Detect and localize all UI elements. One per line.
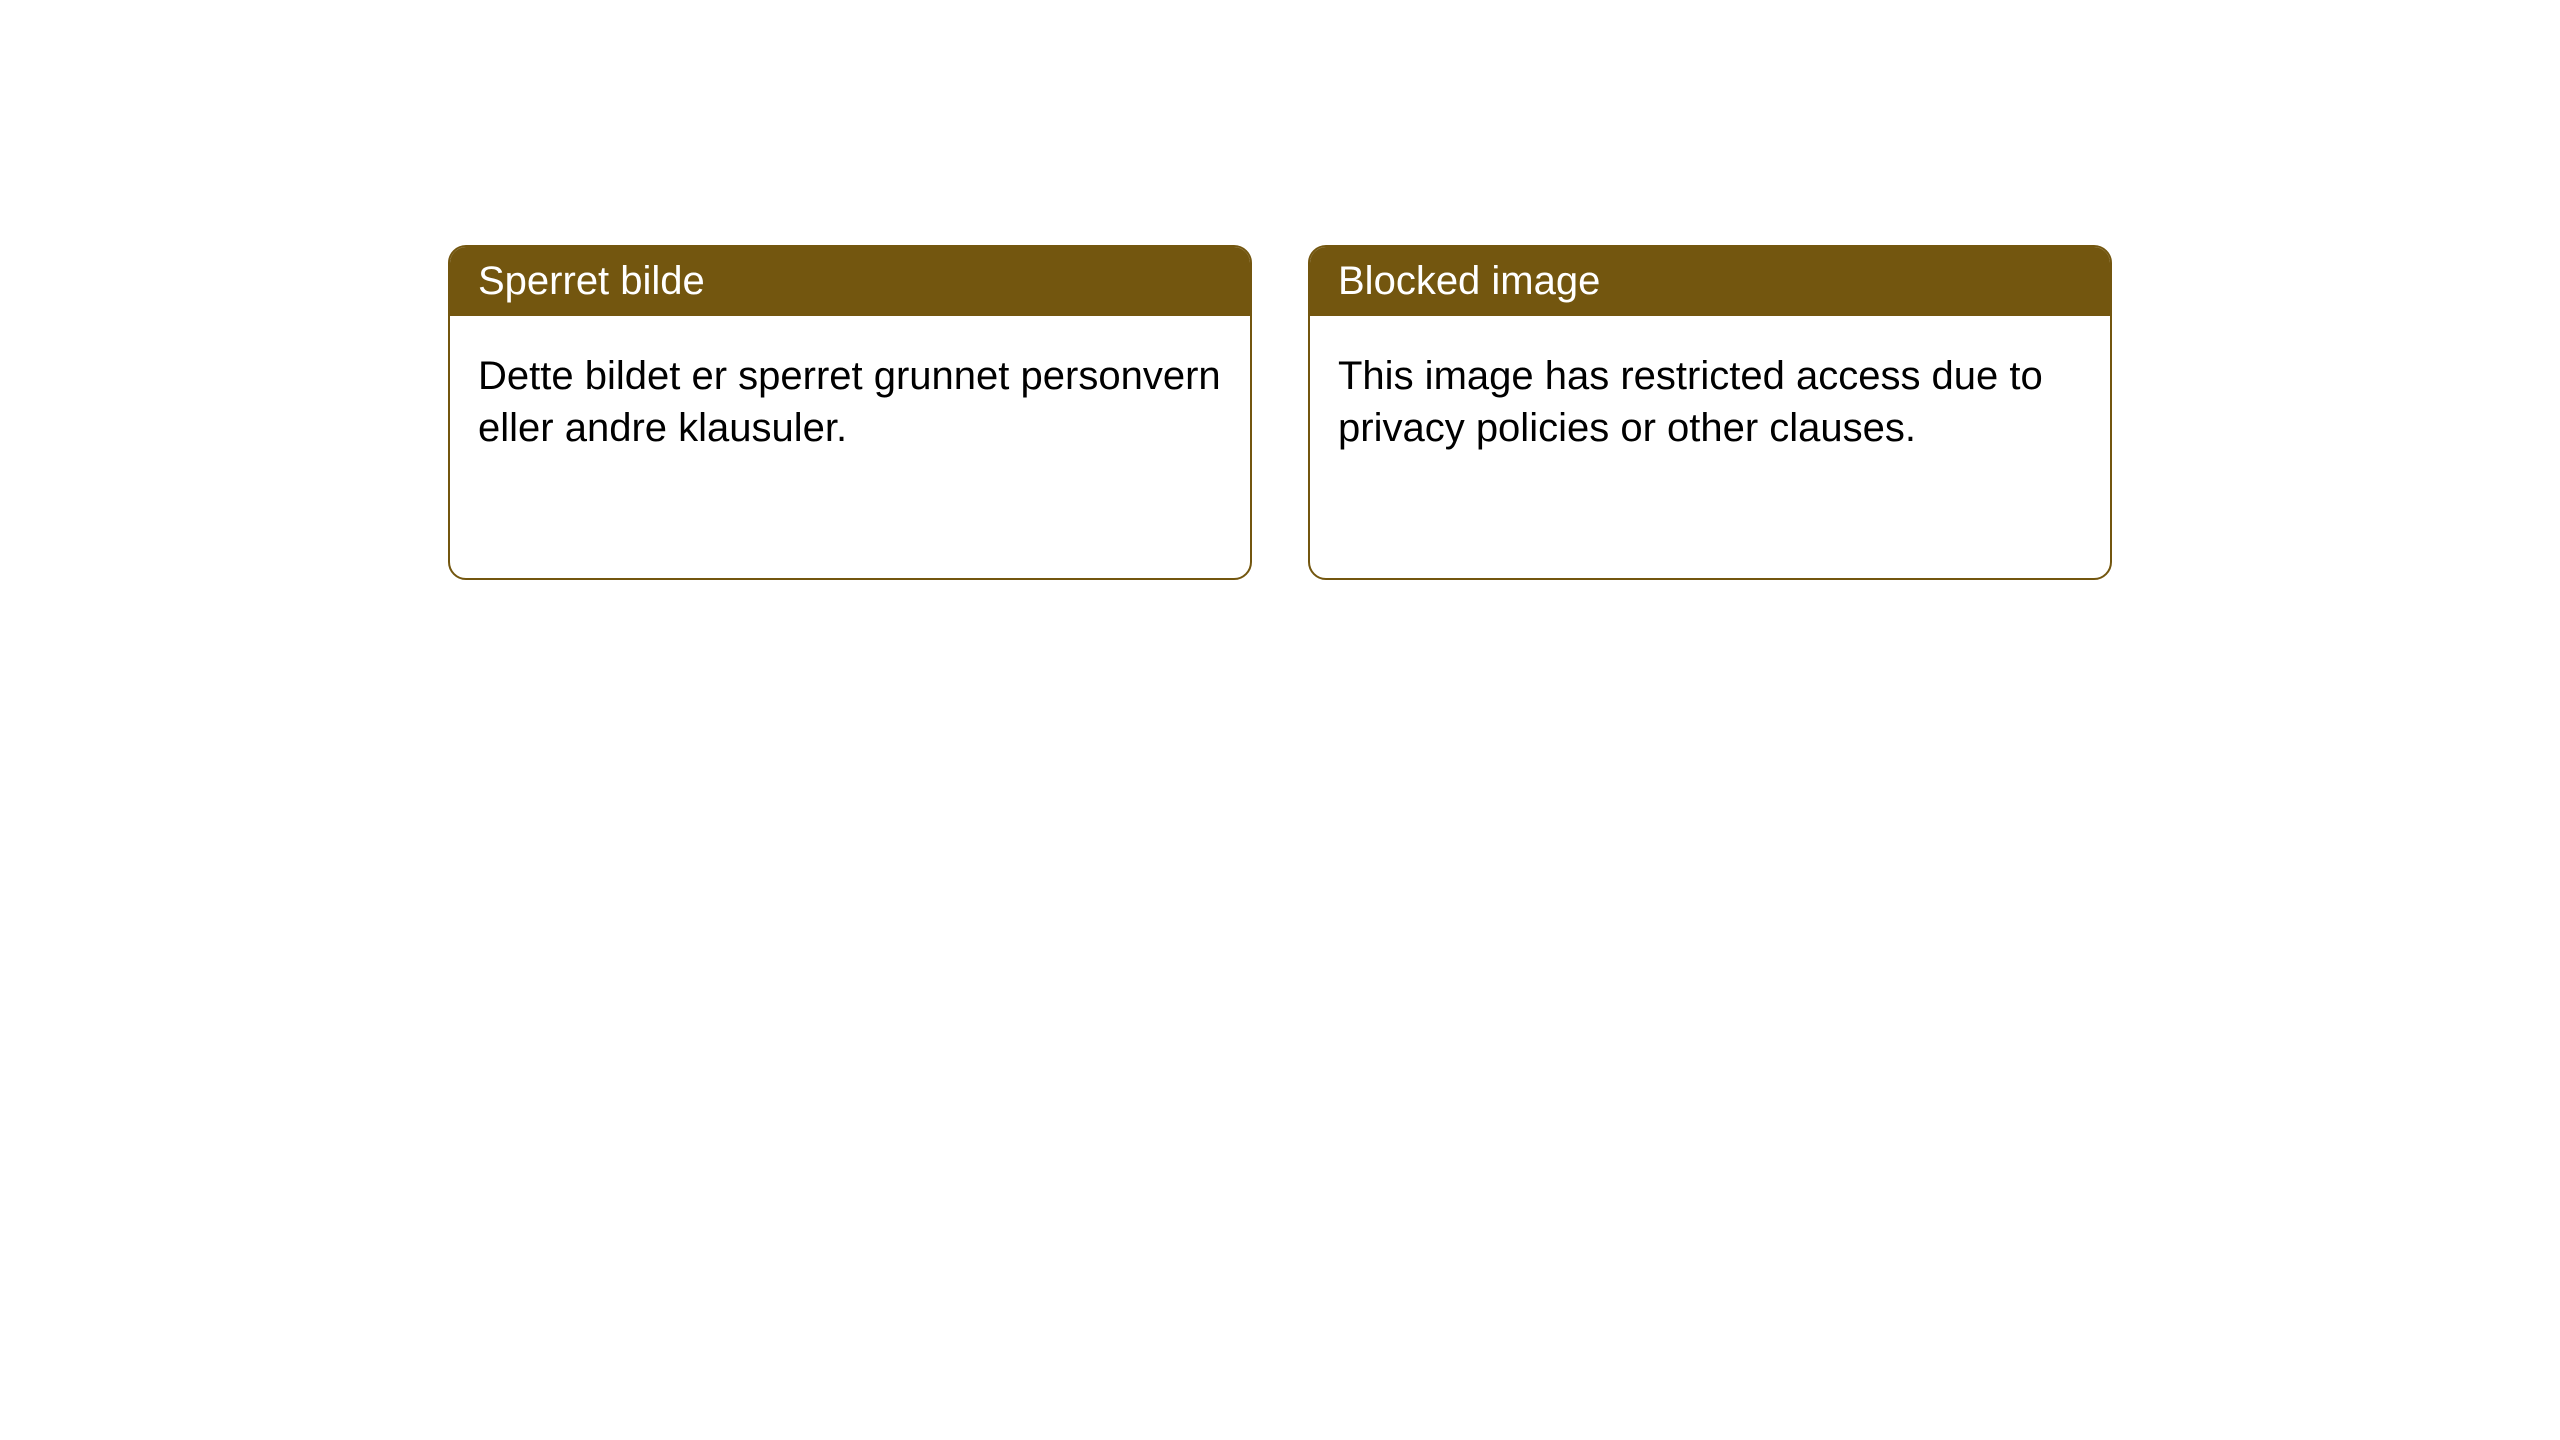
notice-card-english: Blocked image This image has restricted …	[1308, 245, 2112, 580]
notice-header: Blocked image	[1310, 247, 2110, 316]
notice-body: Dette bildet er sperret grunnet personve…	[450, 316, 1250, 488]
notice-header: Sperret bilde	[450, 247, 1250, 316]
notice-cards-container: Sperret bilde Dette bildet er sperret gr…	[448, 245, 2112, 580]
notice-card-norwegian: Sperret bilde Dette bildet er sperret gr…	[448, 245, 1252, 580]
notice-body: This image has restricted access due to …	[1310, 316, 2110, 488]
